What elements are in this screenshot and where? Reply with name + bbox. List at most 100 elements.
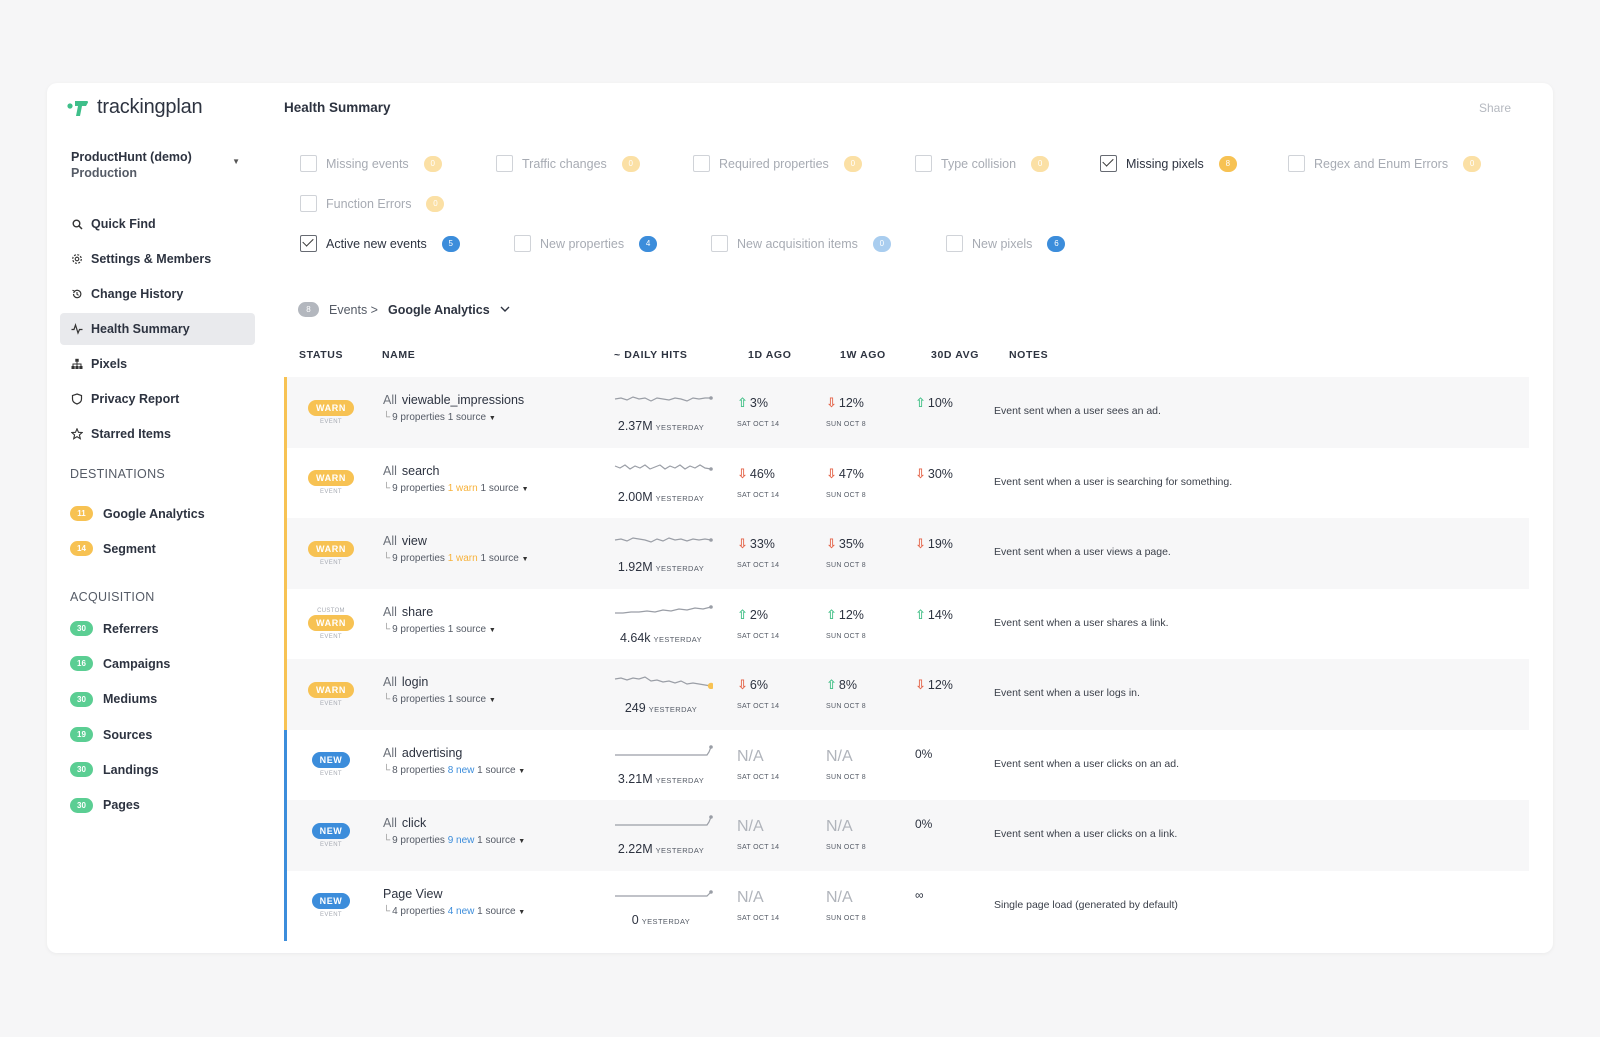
source-count[interactable]: 1 source <box>477 905 516 917</box>
sidebar-item-pages[interactable]: 30 Pages <box>70 787 260 822</box>
col-status[interactable]: STATUS <box>299 349 344 361</box>
col-1w-ago[interactable]: 1W AGO <box>840 349 886 361</box>
event-name-cell[interactable]: All advertising └ 8 properties 8 new 1 sour… <box>383 746 525 776</box>
col-daily-hits[interactable]: ~ DAILY HITS <box>614 349 688 361</box>
nav-item-quick-find[interactable]: Quick Find <box>60 208 255 240</box>
caret-down-icon[interactable]: ▼ <box>518 767 526 775</box>
filter-function-errors[interactable]: Function Errors 0 <box>300 195 445 212</box>
properties-extra[interactable]: 1 warn <box>447 553 478 564</box>
sidebar-item-mediums[interactable]: 30 Mediums <box>70 682 260 717</box>
caret-down-icon[interactable]: ▼ <box>518 838 526 845</box>
breadcrumb-destination[interactable]: Google Analytics <box>388 302 490 317</box>
event-properties[interactable]: └ 4 properties 4 new 1 source ▼ <box>383 906 525 917</box>
nav-item-health-summary[interactable]: Health Summary <box>60 313 255 345</box>
filter-active-new-events[interactable]: Active new events 5 <box>300 235 460 252</box>
sidebar-item-campaigns[interactable]: 16 Campaigns <box>70 646 260 681</box>
nav-item-pixels[interactable]: Pixels <box>60 348 255 380</box>
source-count[interactable]: 1 source <box>477 835 516 846</box>
properties-extra[interactable]: 4 new <box>447 905 475 917</box>
event-name-cell[interactable]: All login └ 6 properties 1 source ▼ <box>383 675 496 705</box>
filter-regex-and-enum-errors[interactable]: Regex and Enum Errors 0 <box>1288 155 1482 172</box>
col-1d-ago[interactable]: 1D AGO <box>748 349 792 361</box>
event-name-cell[interactable]: Page View └ 4 properties 4 new 1 source ▼ <box>383 887 525 917</box>
event-name[interactable]: All share <box>383 605 496 619</box>
event-name[interactable]: All search <box>383 464 529 478</box>
filter-checkbox[interactable] <box>693 155 710 172</box>
nav-item-settings-members[interactable]: Settings & Members <box>60 243 255 275</box>
table-row[interactable]: NEW EVENT All click └ 9 properties 9 new 1 so… <box>284 800 1529 871</box>
nav-item-privacy-report[interactable]: Privacy Report <box>60 383 255 415</box>
properties-extra[interactable]: 1 warn <box>447 482 478 494</box>
filter-new-pixels[interactable]: New pixels 6 <box>946 235 1066 252</box>
col-name[interactable]: NAME <box>382 349 416 361</box>
share-button[interactable]: Share <box>1479 101 1512 115</box>
event-name[interactable]: All view <box>383 534 529 548</box>
event-properties[interactable]: └ 8 properties 8 new 1 source ▼ <box>383 765 525 776</box>
filter-checkbox[interactable] <box>1288 155 1305 172</box>
filter-checkbox[interactable] <box>496 155 513 172</box>
table-row[interactable]: WARN EVENT All viewable_impressions └ 9 prope… <box>284 377 1529 448</box>
col-notes[interactable]: NOTES <box>1009 349 1049 361</box>
table-row[interactable]: CUSTOM WARN EVENT All share └ 9 properties 1 s… <box>284 588 1529 659</box>
filter-traffic-changes[interactable]: Traffic changes 0 <box>496 155 640 172</box>
filter-checkbox[interactable] <box>300 195 317 212</box>
table-row[interactable]: WARN EVENT All search └ 9 properties 1 warn 1… <box>284 447 1529 518</box>
filter-type-collision[interactable]: Type collision 0 <box>915 155 1050 172</box>
caret-down-icon[interactable]: ▼ <box>488 697 496 704</box>
event-name-cell[interactable]: All viewable_impressions └ 9 properties 1 s… <box>383 393 524 423</box>
filter-checkbox[interactable] <box>915 155 932 172</box>
event-name[interactable]: All advertising <box>383 746 525 760</box>
source-count[interactable]: 1 source <box>480 553 519 564</box>
event-name-cell[interactable]: All click └ 9 properties 9 new 1 source ▼ <box>383 816 525 846</box>
filter-missing-pixels[interactable]: Missing pixels 8 <box>1100 155 1237 172</box>
event-name-cell[interactable]: All share └ 9 properties 1 source ▼ <box>383 605 496 635</box>
caret-down-icon[interactable]: ▼ <box>521 485 529 493</box>
table-row[interactable]: NEW EVENT All advertising └ 8 properties 8 ne… <box>284 729 1529 800</box>
table-row[interactable]: WARN EVENT All login └ 6 properties 1 source … <box>284 659 1529 730</box>
filter-checkbox[interactable] <box>1100 155 1117 172</box>
sidebar-item-landings[interactable]: 30 Landings <box>70 752 260 787</box>
breadcrumb-events[interactable]: Events > <box>329 302 378 317</box>
filter-checkbox[interactable] <box>300 235 317 252</box>
source-count[interactable]: 1 source <box>447 623 487 635</box>
filter-new-properties[interactable]: New properties 4 <box>514 235 658 252</box>
properties-extra[interactable]: 8 new <box>447 764 475 776</box>
filter-checkbox[interactable] <box>946 235 963 252</box>
sidebar-item-referrers[interactable]: 30 Referrers <box>70 611 260 646</box>
filter-checkbox[interactable] <box>711 235 728 252</box>
source-count[interactable]: 1 source <box>477 764 516 776</box>
filter-checkbox[interactable] <box>514 235 531 252</box>
caret-down-icon[interactable]: ▼ <box>488 415 496 422</box>
source-count[interactable]: 1 source <box>447 412 487 423</box>
properties-extra[interactable]: 9 new <box>447 835 475 846</box>
filter-checkbox[interactable] <box>300 155 317 172</box>
sidebar-item-segment[interactable]: 14 Segment <box>70 531 260 566</box>
event-properties[interactable]: └ 9 properties 1 source ▼ <box>383 412 524 423</box>
event-name[interactable]: All click <box>383 816 525 830</box>
table-row[interactable]: WARN EVENT All view └ 9 properties 1 warn 1 s… <box>284 518 1529 589</box>
event-name-cell[interactable]: All view └ 9 properties 1 warn 1 source ▼ <box>383 534 529 564</box>
chevron-down-icon[interactable] <box>500 306 510 313</box>
project-selector[interactable]: ProductHunt (demo) Production ▼ <box>71 150 246 180</box>
sidebar-item-google-analytics[interactable]: 11 Google Analytics <box>70 496 260 531</box>
sidebar-item-sources[interactable]: 19 Sources <box>70 717 260 752</box>
caret-down-icon[interactable]: ▼ <box>518 908 526 916</box>
event-name[interactable]: Page View <box>383 887 525 901</box>
event-properties[interactable]: └ 9 properties 1 warn 1 source ▼ <box>383 553 529 564</box>
source-count[interactable]: 1 source <box>447 694 487 705</box>
col-30d-avg[interactable]: 30D AVG <box>931 349 979 361</box>
table-row[interactable]: NEW EVENT Page View └ 4 properties 4 new 1 s… <box>284 870 1529 941</box>
event-name-cell[interactable]: All search └ 9 properties 1 warn 1 source ▼ <box>383 464 529 494</box>
nav-item-change-history[interactable]: Change History <box>60 278 255 310</box>
caret-down-icon[interactable]: ▼ <box>521 556 529 563</box>
event-properties[interactable]: └ 9 properties 1 source ▼ <box>383 624 496 635</box>
filter-missing-events[interactable]: Missing events 0 <box>300 155 442 172</box>
nav-item-starred-items[interactable]: Starred Items <box>60 418 255 450</box>
event-properties[interactable]: └ 6 properties 1 source ▼ <box>383 694 496 705</box>
filter-required-properties[interactable]: Required properties 0 <box>693 155 862 172</box>
filter-new-acquisition-items[interactable]: New acquisition items 0 <box>711 235 891 252</box>
event-name[interactable]: All viewable_impressions <box>383 393 524 407</box>
caret-down-icon[interactable]: ▼ <box>488 626 496 634</box>
event-properties[interactable]: └ 9 properties 1 warn 1 source ▼ <box>383 483 529 494</box>
event-properties[interactable]: └ 9 properties 9 new 1 source ▼ <box>383 835 525 846</box>
